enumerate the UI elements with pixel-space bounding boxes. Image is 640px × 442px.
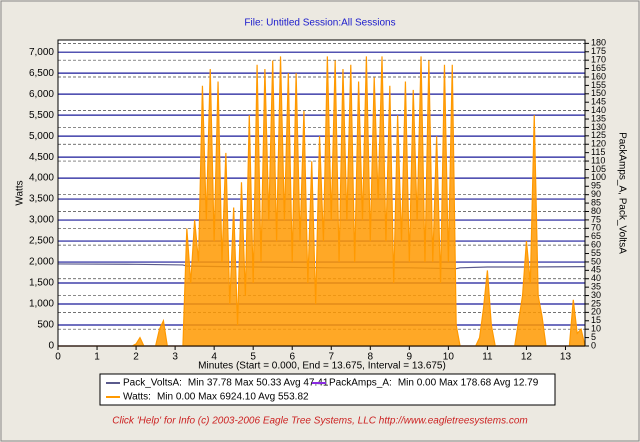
x-tick-label: 9: [407, 352, 413, 363]
y2-tick-label: 50: [591, 256, 601, 266]
legend-label: Pack_VoltsA:: [123, 378, 182, 389]
y2-tick-label: 55: [591, 248, 601, 258]
y2-tick-label: 30: [591, 290, 601, 300]
y2-tick-label: 70: [591, 223, 601, 233]
y2-tick-label: 90: [591, 189, 601, 199]
y2-tick-label: 145: [591, 97, 606, 107]
x-tick-label: 10: [443, 352, 455, 363]
x-tick-label: 4: [211, 352, 217, 363]
plot-border: [57, 39, 586, 347]
footer: Click 'Help' for Info (c) 2003-2006 Eagl…: [112, 416, 527, 427]
y2-tick-label: 45: [591, 265, 601, 275]
y2-tick-label: 150: [591, 88, 606, 98]
y2-tick-label: 140: [591, 105, 606, 115]
x-tick-label: 12: [521, 352, 533, 363]
y-tick-label: 2,000: [29, 257, 54, 268]
y-tick-label: 6,000: [29, 89, 54, 100]
y2-tick-label: 125: [591, 130, 606, 140]
y2-tick-label: 100: [591, 172, 606, 182]
legend: [99, 373, 556, 406]
y-tick-label: 3,000: [29, 215, 54, 226]
y-tick-label: 500: [37, 320, 54, 331]
y2-tick-label: 15: [591, 315, 601, 325]
x-tick-label: 0: [55, 352, 61, 363]
x-axis-label: Minutes (Start = 0.000, End = 13.675, In…: [198, 361, 446, 372]
y2-tick-label: 95: [591, 181, 601, 191]
y-tick-label: 3,500: [29, 194, 54, 205]
y2-tick-label: 120: [591, 139, 606, 149]
x-tick-label: 1: [94, 352, 100, 363]
y2-tick-label: 130: [591, 122, 606, 132]
y2-tick-label: 160: [591, 71, 606, 81]
series-area: [58, 56, 586, 347]
x-tick-label: 8: [368, 352, 374, 363]
legend-label: Watts:: [123, 392, 151, 403]
y2-tick-label: 175: [591, 46, 606, 56]
y2-tick-label: 0: [591, 340, 596, 350]
y2-tick-label: 75: [591, 214, 601, 224]
y2-tick-label: 40: [591, 273, 601, 283]
y-tick-label: 0: [48, 341, 54, 352]
y2-tick-label: 135: [591, 113, 606, 123]
y2-tick-label: 80: [591, 206, 601, 216]
y2-tick-label: 110: [591, 155, 605, 165]
y2-tick-label: 170: [591, 55, 606, 65]
chart-title: File: Untitled Session:All Sessions: [244, 18, 395, 29]
x-tick-label: 2: [133, 352, 139, 363]
y2-tick-label: 180: [591, 38, 606, 48]
x-tick-label: 7: [328, 352, 334, 363]
y2-tick-label: 5: [591, 332, 596, 342]
y-tick-label: 5,000: [29, 131, 54, 142]
legend-label: PackAmps_A:: [329, 378, 392, 389]
x-tick-label: 11: [482, 352, 493, 363]
y-tick-label: 1,500: [29, 278, 54, 289]
y2-tick-label: 35: [591, 282, 601, 292]
y-tick-label: 1,000: [29, 299, 54, 310]
y-axis-label: Watts: [15, 180, 26, 205]
y2-tick-label: 10: [591, 324, 601, 334]
x-tick-label: 13: [560, 352, 572, 363]
legend-summary: Min 0.00 Max 6924.10 Avg 553.82: [157, 392, 309, 403]
y2-tick-label: 155: [591, 80, 606, 90]
y-tick-label: 4,500: [29, 152, 54, 163]
x-tick-label: 3: [172, 352, 178, 363]
y-tick-label: 6,500: [29, 68, 54, 79]
y-tick-label: 2,500: [29, 236, 54, 247]
legend-summary: Min 0.00 Max 178.68 Avg 12.79: [398, 378, 539, 389]
y2-tick-label: 165: [591, 63, 606, 73]
legend-summary: Min 37.78 Max 50.33 Avg 47.41: [188, 378, 329, 389]
y2-axis-label: PackAmps_A, Pack_VoltsA: [616, 132, 627, 254]
y-tick-label: 5,500: [29, 110, 54, 121]
y2-tick-label: 105: [591, 164, 606, 174]
x-tick-label: 6: [289, 352, 295, 363]
y2-tick-label: 115: [591, 147, 605, 157]
y-tick-label: 4,000: [29, 173, 54, 184]
x-tick-label: 5: [250, 352, 256, 363]
y2-tick-label: 65: [591, 231, 601, 241]
y-tick-label: 7,000: [29, 47, 54, 58]
y2-tick-label: 20: [591, 307, 601, 317]
y2-tick-label: 85: [591, 197, 601, 207]
y2-tick-label: 25: [591, 298, 601, 308]
y2-tick-label: 60: [591, 239, 601, 249]
